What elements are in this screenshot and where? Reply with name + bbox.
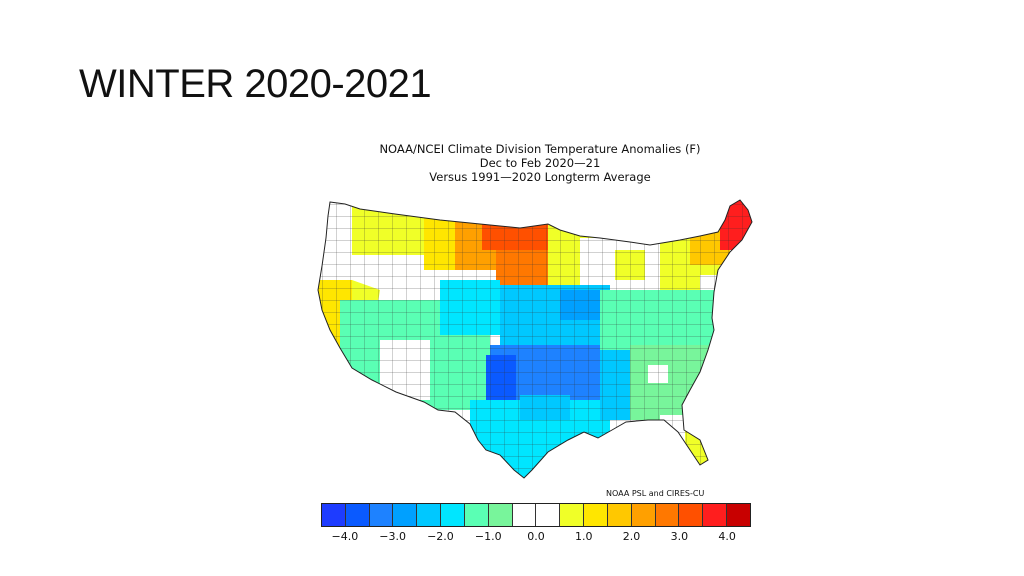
colorbar-tick-label: −2.0: [427, 530, 454, 543]
colorbar-cell: [584, 504, 608, 526]
slide-title: WINTER 2020-2021: [79, 62, 432, 106]
colorbar-cell: [512, 504, 537, 526]
colorbar-cell: [417, 504, 442, 526]
colorbar-tick-label: −3.0: [379, 530, 407, 543]
credit-text: NOAA PSL and CIRES-CU: [606, 489, 705, 498]
colorbar-cell: [607, 504, 632, 526]
colorbar-cell: [488, 504, 513, 526]
map-title-line-2: Dec to Feb 2020—21: [479, 156, 601, 170]
colorbar-tick-label: −4.0: [331, 530, 359, 543]
colorbar-cell: [441, 504, 465, 526]
colorbar-tick-label: 4.0: [718, 530, 736, 543]
colorbar-cell: [536, 504, 561, 526]
colorbar-cell: [727, 504, 750, 526]
colorbar-cell: [345, 504, 370, 526]
colorbar-tick-label: 2.0: [622, 530, 641, 543]
colorbar-cell: [464, 504, 489, 526]
colorbar-cell: [369, 504, 394, 526]
colorbar-tick-label: 1.0: [575, 530, 593, 543]
us-outline: [317, 199, 753, 479]
map-title: NOAA/NCEI Climate Division Temperature A…: [300, 142, 780, 184]
colorbar-tick-label: 0.0: [527, 530, 545, 543]
map-title-line-3: Versus 1991—2020 Longterm Average: [429, 170, 651, 184]
colorbar-cell: [393, 504, 418, 526]
colorbar-cell: [679, 504, 704, 526]
colorbar-cell: [631, 504, 656, 526]
colorbar-ticks: −4.0 −3.0 −2.0 −1.0 0.0 1.0 2.0 3.0 4.0: [0, 530, 1024, 546]
climate-division-lines: [318, 200, 752, 478]
colorbar-cell: [655, 504, 680, 526]
map-title-line-1: NOAA/NCEI Climate Division Temperature A…: [379, 142, 701, 156]
colorbar-tick-label: −1.0: [474, 530, 502, 543]
colorbar-cell: [703, 504, 728, 526]
colorbar: [321, 503, 751, 527]
colorbar-cell: [322, 504, 346, 526]
colorbar-cell: [560, 504, 585, 526]
colorbar-tick-label: 3.0: [670, 530, 689, 543]
